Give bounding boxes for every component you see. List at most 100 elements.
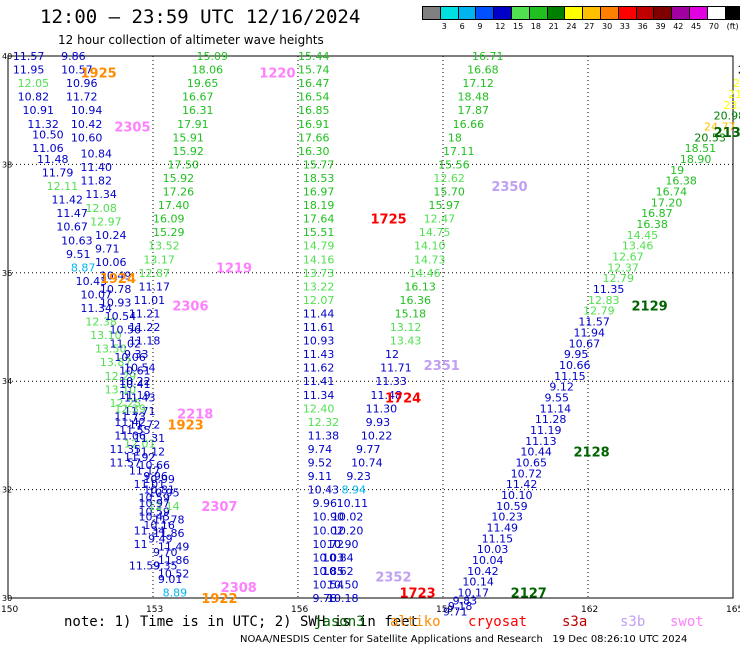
- wave-height-value: 17.40: [158, 199, 190, 212]
- wave-height-value: 11.61: [303, 321, 335, 334]
- wave-height-value: 11.43: [303, 348, 335, 361]
- wave-height-value: 11.34: [303, 389, 335, 402]
- wave-height-value: 10.06: [114, 351, 146, 364]
- scale-label: 45: [691, 22, 702, 31]
- wave-height-value: 10.43: [76, 275, 108, 288]
- wave-height-value: 10.81: [143, 484, 175, 497]
- wave-height-value: 9.33: [124, 348, 149, 361]
- wave-height-value: 12.01: [124, 438, 156, 451]
- wave-height-value: 11.49: [158, 541, 190, 554]
- wave-height-value: 12.08: [85, 202, 117, 215]
- wave-height-value: 10.99: [143, 473, 175, 486]
- wave-height-value: 15.18: [395, 307, 427, 320]
- wave-height-value: 11.22: [129, 321, 161, 334]
- wave-height-value: 10.85: [313, 565, 345, 578]
- wave-height-value: 10.67: [56, 221, 87, 234]
- wave-height-value: 11.06: [114, 429, 146, 442]
- wave-height-value: 11.94: [574, 326, 606, 339]
- wave-height-value: 12.32: [308, 416, 340, 429]
- wave-height-value: 10.59: [139, 505, 171, 518]
- wave-height-value: 11.48: [37, 153, 69, 166]
- wave-height-value: 9.71: [95, 242, 120, 255]
- wave-height-value: 11.34: [134, 524, 166, 537]
- wave-height-value: 11.31: [134, 432, 166, 445]
- wave-height-value: 15.74: [298, 64, 330, 77]
- wave-height-value: 10.03: [477, 543, 509, 556]
- wave-height-value: 12.97: [90, 215, 122, 228]
- wave-height-value: 16.91: [298, 118, 330, 131]
- wave-height-value: 10.62: [322, 565, 354, 578]
- wave-height-value: 11: [134, 538, 148, 551]
- wave-height-value: 12.37: [607, 261, 639, 274]
- wave-height-value: 9.01: [158, 573, 183, 586]
- lon-tick-label: 162: [581, 605, 598, 615]
- wave-height-value: 16.38: [665, 175, 697, 188]
- wave-height-value: 17.11: [443, 145, 475, 158]
- wave-height-value: 10.49: [100, 270, 132, 283]
- wave-height-value: 10.59: [139, 492, 171, 505]
- wave-height-value: 9.93: [366, 416, 391, 429]
- wave-height-value: 14.79: [303, 240, 335, 253]
- lat-tick-label: 40: [2, 52, 12, 61]
- legend-s3a: s3a: [562, 614, 588, 630]
- wave-height-value: 11.57: [578, 316, 610, 329]
- wave-height-value: 12.05: [18, 77, 49, 90]
- lat-tick-label: 30: [2, 594, 12, 603]
- wave-height-value: 9.55: [545, 391, 570, 404]
- lat-tick-label: 36: [2, 269, 12, 278]
- scale-label: 39: [655, 22, 666, 31]
- wave-height-value: 16.13: [404, 280, 436, 293]
- wave-height-value: 16.30: [298, 145, 330, 158]
- wave-height-value: 11.92: [124, 451, 156, 464]
- wave-height-value: 11.38: [308, 429, 340, 442]
- plot-frame: [7, 55, 734, 599]
- wave-height-value: 10.94: [71, 104, 103, 117]
- wave-height-value: 10.17: [458, 587, 490, 600]
- wave-height-value: 12.47: [424, 213, 456, 226]
- wave-height-value: 13.10: [90, 329, 122, 342]
- wave-height-value: 11.13: [525, 435, 557, 448]
- wave-height-value: 10.60: [71, 131, 103, 144]
- wave-height-value: 15.97: [429, 199, 461, 212]
- wave-height-value: 10.20: [332, 524, 364, 537]
- wave-height-value: 11.18: [129, 335, 161, 348]
- wave-height-value: 11.57: [110, 457, 142, 470]
- wave-height-value: 11.73: [114, 410, 146, 423]
- scale-label: 36: [637, 22, 648, 31]
- footnote: note: 1) Time is in UTC; 2) SWH is in fe…: [64, 614, 419, 630]
- wave-height-value: 10.11: [337, 497, 369, 510]
- wave-height-value: 16.66: [453, 118, 485, 131]
- wave-height-value: 13.50: [95, 343, 127, 356]
- scale-swatch: [724, 6, 740, 20]
- wave-height-value: 11.32: [27, 118, 59, 131]
- wave-height-value: 9.96: [143, 470, 168, 483]
- wave-height-value: 20.34: [738, 64, 740, 77]
- wave-height-value: 9.74: [308, 443, 333, 456]
- scale-label: 33: [619, 22, 630, 31]
- pass-time-label: 2350: [491, 180, 527, 195]
- wave-height-value: 10.50: [327, 578, 359, 591]
- wave-height-value: 10.43: [308, 484, 340, 497]
- wave-height-value: 17.26: [163, 186, 195, 199]
- wave-height-value: 10.24: [95, 229, 127, 242]
- wave-height-value: 10.06: [95, 256, 127, 269]
- wave-height-value: 20.98: [714, 110, 740, 123]
- pass-time-label: 1723: [400, 587, 436, 602]
- wave-height-value: 11.72: [66, 91, 98, 104]
- pass-time-label: 2305: [114, 120, 150, 135]
- scale-label: 18: [530, 22, 541, 31]
- wave-height-value: 10.57: [61, 64, 93, 77]
- wave-height-value: 15.29: [153, 226, 185, 239]
- wave-height-value: 16.67: [182, 91, 214, 104]
- wave-height-value: 11.43: [124, 391, 156, 404]
- wave-height-value: 10.45: [139, 511, 171, 524]
- wave-height-value: 10.07: [81, 288, 113, 301]
- pass-time-label: 2129: [632, 299, 668, 314]
- wave-height-value: 18.51: [685, 142, 717, 155]
- lat-tick-label: 38: [2, 160, 12, 169]
- scale-label: 9: [477, 22, 483, 31]
- wave-height-value: 9.95: [564, 348, 589, 361]
- legend-altiko: altiko: [390, 614, 441, 630]
- wave-height-value: 10.16: [143, 519, 175, 532]
